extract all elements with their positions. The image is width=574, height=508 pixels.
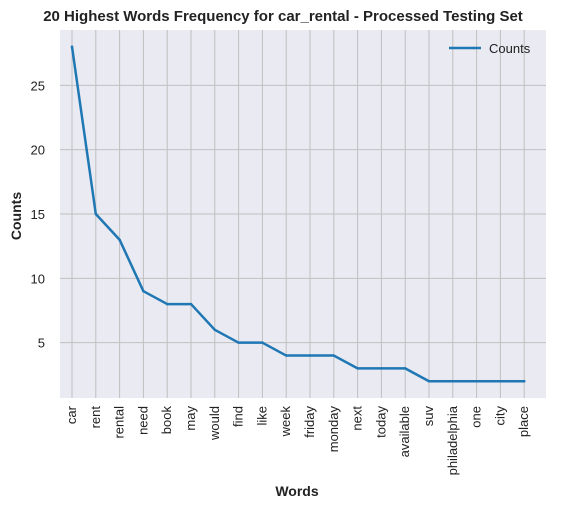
- x-tick-label: next: [350, 406, 365, 431]
- x-tick-label: week: [278, 406, 293, 438]
- x-tick-label: rent: [88, 406, 103, 429]
- x-tick-label: today: [373, 406, 388, 438]
- y-tick-label: 20: [31, 143, 45, 158]
- x-tick-label: book: [159, 406, 174, 435]
- x-tick-label: monday: [326, 406, 341, 453]
- data-point: [189, 302, 193, 306]
- horizontal-gridlines: [60, 84, 546, 344]
- legend-label: Counts: [489, 41, 531, 56]
- x-tick-label: would: [207, 406, 222, 441]
- data-point: [380, 367, 383, 370]
- y-tick-label: 25: [31, 78, 45, 93]
- data-point: [237, 341, 240, 344]
- y-axis-label: Counts: [8, 192, 24, 240]
- data-point: [403, 367, 407, 370]
- x-tick-label: friday: [302, 406, 317, 438]
- y-tick-label: 15: [31, 207, 45, 222]
- chart-title: 20 Highest Words Frequency for car_renta…: [43, 8, 523, 25]
- x-axis-label: Words: [275, 483, 319, 499]
- data-point: [213, 328, 217, 332]
- counts-series-line: [70, 45, 526, 383]
- x-tick-label: place: [516, 406, 531, 437]
- x-tick-label: find: [231, 406, 246, 427]
- data-point: [356, 367, 359, 370]
- data-point: [522, 380, 526, 383]
- chart-legend: Counts: [449, 41, 531, 56]
- data-point: [94, 212, 98, 216]
- data-point: [308, 354, 312, 357]
- data-point: [165, 302, 169, 306]
- data-point: [332, 354, 336, 357]
- data-point: [70, 45, 74, 48]
- data-point: [427, 380, 431, 383]
- y-tick-label: 10: [31, 271, 45, 286]
- x-axis-ticks: car rent rental need book may would find like wee…: [64, 405, 531, 475]
- x-tick-label: one: [469, 406, 484, 428]
- x-tick-label: city: [492, 406, 507, 426]
- series-layer: [70, 45, 526, 383]
- x-tick-label: need: [135, 406, 150, 435]
- x-tick-label: car: [64, 405, 79, 424]
- data-point: [118, 238, 121, 241]
- data-point: [451, 380, 455, 383]
- data-point: [261, 341, 264, 344]
- data-point: [499, 380, 502, 383]
- data-point: [142, 289, 145, 293]
- x-tick-label: available: [397, 406, 412, 457]
- x-tick-label: suv: [421, 406, 436, 427]
- x-tick-label: rental: [112, 406, 127, 439]
- data-point: [475, 380, 478, 383]
- data-point: [284, 354, 288, 357]
- x-tick-label: like: [254, 406, 269, 426]
- x-tick-label: philadelphia: [445, 405, 460, 475]
- x-tick-label: may: [183, 406, 198, 431]
- y-axis-ticks: 5 10 15 20 25: [31, 78, 45, 350]
- y-tick-label: 5: [38, 336, 45, 351]
